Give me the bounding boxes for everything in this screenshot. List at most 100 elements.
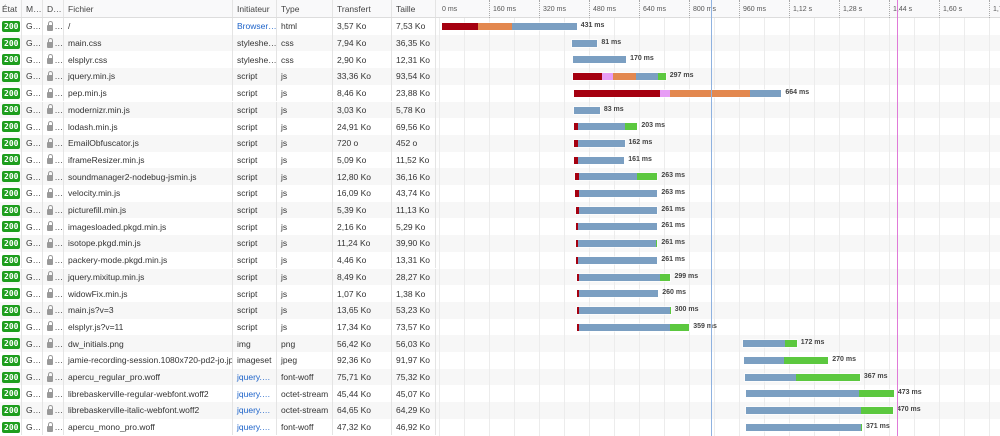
request-row[interactable]: 200 G… … pep.min.js script js 8,46 Ko 23,88 K… [0, 84, 1000, 102]
request-row[interactable]: 200 G… … main.css styleshe… css 7,94 Ko 36,35… [0, 34, 1000, 52]
timing-wait [579, 273, 660, 281]
method: G… [22, 18, 43, 35]
request-row[interactable]: 200 G… … soundmanager2-nodebug-jsmin.js sc… [0, 168, 1000, 185]
duration-label: 261 ms [661, 239, 686, 247]
initiator[interactable]: jquery.… [233, 402, 277, 419]
request-row[interactable]: 200 G… … modernizr.min.js script js 3,03 Ko 5… [0, 101, 1000, 119]
file-name: isotope.pkgd.min.js [64, 235, 233, 252]
size: 23,88 Ko [392, 84, 436, 102]
timing-bar[interactable] [574, 239, 659, 249]
request-row[interactable]: 200 G… … isotope.pkgd.min.js script js 11,24… [0, 235, 1000, 252]
column-status[interactable]: État [0, 0, 22, 17]
column-size[interactable]: Taille [392, 0, 436, 17]
request-row[interactable]: 200 G… … packery-mode.pkgd.min.js script js… [0, 251, 1000, 269]
request-row[interactable]: 200 G… … jquery.min.js script js 33,36 Ko 93,… [0, 68, 1000, 85]
timing-bar[interactable] [574, 222, 659, 232]
request-row[interactable]: 200 G… … main.js?v=3 script js 13,65 Ko 53,23… [0, 301, 1000, 319]
timing-bar[interactable] [572, 122, 639, 132]
request-row[interactable]: 200 G… … elsplyr.js?v=11 script js 17,34 Ko 7… [0, 318, 1000, 336]
timing-bar[interactable] [745, 406, 894, 416]
timing-bar[interactable] [741, 339, 798, 349]
request-row[interactable]: 200 G… … apercu_mono_pro.woff jquery.… font… [0, 418, 1000, 436]
timing-bar[interactable] [572, 155, 626, 165]
request-row[interactable]: 200 G… … lodash.min.js script js 24,91 Ko 69,… [0, 118, 1000, 135]
status-badge: 200 [2, 54, 21, 66]
timing-bar[interactable] [572, 105, 601, 115]
domain: … [54, 71, 64, 82]
request-row[interactable]: 200 G… … / Browser… html 3,57 Ko 7,53 Ko [0, 18, 1000, 35]
duration-label: 297 ms [669, 72, 694, 80]
type: html [277, 18, 333, 35]
column-header-row: État M… D… Fichier Initiateur Type Trans… [0, 0, 1000, 18]
timing-bar[interactable] [576, 272, 672, 282]
initiator[interactable]: jquery.… [233, 368, 277, 386]
timing-bar[interactable] [745, 422, 863, 432]
grid-line [914, 18, 915, 436]
column-transferred[interactable]: Transfert [333, 0, 392, 17]
initiator[interactable]: jquery.… [233, 418, 277, 436]
status-badge: 200 [2, 354, 21, 366]
column-method[interactable]: M… [22, 0, 43, 17]
status-badge: 200 [2, 388, 21, 400]
domain-cell: … [43, 218, 64, 236]
timing-bar[interactable] [745, 389, 895, 399]
timing-bar[interactable] [576, 289, 660, 299]
request-row[interactable]: 200 G… … widowFix.min.js script js 1,07 Ko 1,… [0, 285, 1000, 302]
status-badge: 200 [2, 204, 21, 216]
timing-bar[interactable] [571, 38, 599, 48]
timing-bar[interactable] [574, 205, 659, 215]
initiator: script [233, 318, 277, 336]
request-row[interactable]: 200 G… … imagesloaded.pkgd.min.js script js… [0, 218, 1000, 236]
initiator: script [233, 84, 277, 102]
file-name: apercu_regular_pro.woff [64, 368, 233, 386]
request-row[interactable]: 200 G… … dw_initials.png img png 56,42 Ko 56,… [0, 335, 1000, 352]
timing-bar[interactable] [571, 55, 628, 65]
request-row[interactable]: 200 G… … librebaskerville-regular-webfont… [0, 385, 1000, 403]
request-row[interactable]: 200 G… … iframeResizer.min.js script js 5,09… [0, 151, 1000, 169]
timing-bar[interactable] [576, 305, 672, 315]
size: 64,29 Ko [392, 402, 436, 419]
type: png [277, 335, 333, 352]
timing-bar[interactable] [574, 255, 659, 265]
timing-bar[interactable] [441, 22, 578, 31]
method: G… [22, 402, 43, 419]
request-row[interactable]: 200 G… … jquery.mixitup.min.js script js 8,4… [0, 268, 1000, 286]
timing-wait [572, 39, 598, 47]
timing-bar[interactable] [576, 322, 691, 332]
method: G… [22, 34, 43, 52]
timing-bar[interactable] [574, 189, 659, 198]
initiator: script [233, 268, 277, 286]
request-row[interactable]: 200 G… … elsplyr.css styleshe… css 2,90 Ko 12… [0, 51, 1000, 69]
request-row[interactable]: 200 G… … picturefill.min.js script js 5,39 K… [0, 201, 1000, 219]
method: G… [22, 151, 43, 169]
file-name: / [64, 18, 233, 35]
initiator[interactable]: Browser… [233, 18, 277, 35]
timing-bar[interactable] [574, 172, 659, 182]
type: js [277, 101, 333, 119]
timing-receive [861, 407, 893, 415]
initiator: script [233, 218, 277, 236]
timing-bar[interactable] [744, 372, 861, 382]
request-row[interactable]: 200 G… … velocity.min.js script js 16,09 Ko 4… [0, 185, 1000, 202]
column-type[interactable]: Type [277, 0, 333, 17]
transferred: 7,94 Ko [333, 34, 392, 52]
waterfall-tick: 480 ms [589, 0, 616, 18]
initiator: script [233, 118, 277, 135]
size: 45,07 Ko [392, 385, 436, 403]
status-cell: 200 [0, 285, 22, 302]
column-initiator[interactable]: Initiateur [233, 0, 277, 17]
domain-cell: … [43, 134, 64, 152]
timing-bar[interactable] [571, 72, 667, 82]
timing-bar[interactable] [742, 356, 830, 365]
file-name: velocity.min.js [64, 185, 233, 202]
timing-bar[interactable] [572, 88, 783, 98]
grid-line [764, 18, 765, 436]
column-file[interactable]: Fichier [64, 0, 233, 17]
request-row[interactable]: 200 G… … jamie-recording-session.1080x720… [0, 352, 1000, 369]
column-domain[interactable]: D… [43, 0, 64, 17]
timing-receive [669, 306, 671, 314]
initiator[interactable]: jquery.… [233, 385, 277, 403]
method: G… [22, 301, 43, 319]
timing-bar[interactable] [572, 138, 626, 148]
